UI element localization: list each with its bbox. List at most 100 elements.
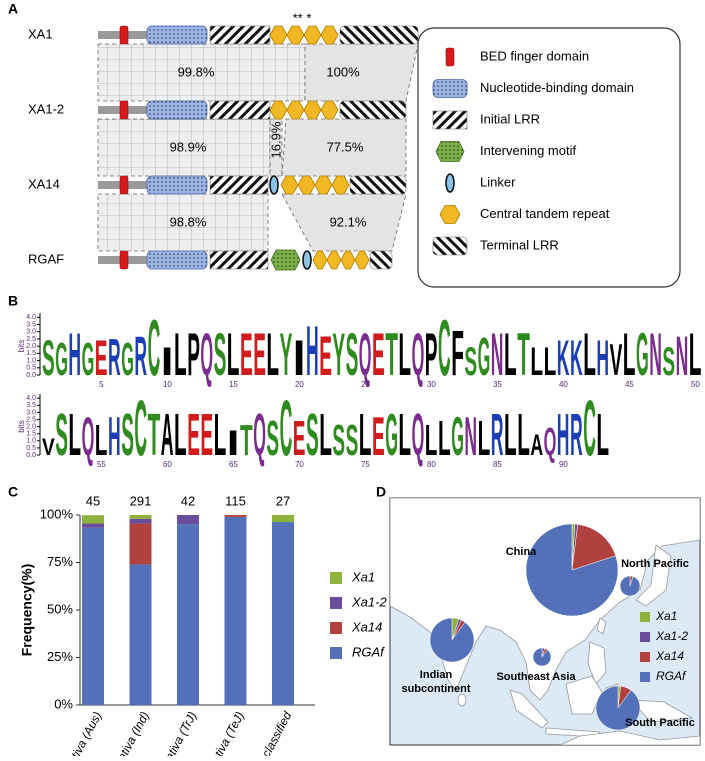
logo-letter: H	[306, 311, 319, 390]
linker	[445, 173, 455, 193]
logo-letter: L	[319, 403, 332, 469]
central-tandem-repeat	[354, 250, 370, 270]
x-tick-label: 10	[163, 380, 172, 389]
y-tick-label: 75%	[47, 554, 73, 569]
central-tandem-repeat	[340, 250, 356, 270]
region-label: South Pacific	[625, 717, 695, 729]
y-tick-label: 1.5	[26, 350, 36, 357]
y-tick-label: 0.5	[26, 365, 36, 372]
logo-letter: E	[187, 403, 200, 469]
y-tick-label: 2.0	[26, 423, 36, 430]
intervening-motif	[270, 249, 301, 271]
legend-swatch	[640, 672, 650, 682]
logo-letter: L	[530, 338, 543, 384]
central-tandem-repeat	[303, 25, 322, 45]
central-tandem-repeat	[331, 175, 350, 195]
logo-letter: L	[623, 321, 636, 388]
legend-swatch	[640, 632, 650, 642]
pie-wedge	[595, 685, 641, 731]
x-tick-label: 45	[625, 380, 634, 389]
central-tandem-repeat	[326, 250, 342, 270]
axis-title: bits	[17, 340, 26, 352]
region-label: North Pacific	[621, 558, 689, 570]
logo-letter: Y	[332, 321, 345, 388]
central-tandem-repeat	[280, 175, 299, 195]
legend-label: Xa1	[351, 569, 375, 584]
logo-letter: Q	[412, 403, 425, 469]
logo-letter: N	[491, 321, 504, 388]
logo-letter: L	[425, 416, 438, 465]
y-tick-label: 2.5	[26, 336, 36, 343]
x-tick-label: O. sativa (Ind)	[104, 709, 152, 756]
identity-region	[97, 43, 306, 102]
logo-letter: T	[385, 321, 398, 388]
nucleotide-binding-domain	[146, 100, 208, 120]
legend-label: RGAf	[352, 644, 385, 659]
logo-letter: L	[689, 321, 702, 388]
legend-swatch	[640, 652, 650, 662]
legend-label: Xa1	[655, 609, 677, 623]
bed-finger-domain	[445, 47, 455, 67]
count-label: 291	[130, 493, 152, 508]
land	[509, 689, 549, 729]
bed-finger-domain	[119, 250, 129, 270]
region-label-line: Indian	[420, 669, 453, 681]
logo-letter: Q	[253, 403, 266, 469]
logo-letter: H	[557, 403, 570, 469]
logo-letter: G	[385, 403, 398, 469]
central-tandem-repeat	[269, 100, 288, 120]
logo-letter: V	[610, 336, 623, 385]
x-tick-label: 50	[691, 380, 700, 389]
logo-letter: F	[451, 318, 464, 390]
logo-letter: T	[517, 321, 530, 388]
bed-finger-domain	[119, 100, 129, 120]
nucleotide-binding-domain	[146, 175, 208, 195]
nucleotide-binding-domain	[146, 25, 208, 45]
central-tandem-repeat	[286, 25, 305, 45]
logo-letter: L	[517, 403, 530, 469]
identity-label: 98.9%	[170, 139, 207, 154]
bed-finger-domain	[119, 175, 129, 195]
y-tick-label: 100%	[40, 506, 74, 521]
bar-segment	[82, 523, 104, 528]
protein-label: XA14	[28, 176, 60, 191]
y-tick-label: 3.5	[26, 321, 36, 328]
bar-segment	[177, 524, 199, 705]
terminal-lrr	[432, 236, 468, 256]
logo-letter: S	[266, 410, 279, 465]
x-tick-label: unclassified	[253, 709, 295, 756]
panel-label: C	[8, 484, 18, 500]
logo-letter: Q	[200, 321, 213, 388]
pie-wedge	[429, 617, 475, 663]
pie-wedge	[571, 524, 617, 571]
x-tick-label: 75	[361, 460, 370, 469]
logo-letter: G	[636, 321, 649, 388]
y-tick-label: 0.0	[26, 452, 36, 459]
identity-label: 16.9%	[268, 121, 283, 158]
logo-letter: R	[491, 403, 504, 469]
initial-lrr	[209, 250, 269, 270]
protein-label: RGAF	[28, 251, 64, 266]
bar-segment	[129, 564, 152, 705]
land	[596, 617, 607, 635]
identity-label: 99.8%	[178, 64, 215, 79]
logo-letter: G	[121, 333, 134, 385]
legend-label: Linker	[480, 174, 516, 189]
logo-letter: C	[583, 385, 596, 473]
bar-segment	[129, 518, 152, 524]
protein-label: XA1	[28, 26, 53, 41]
nucleotide-binding-domain	[432, 79, 468, 98]
logo-letter: Q	[359, 321, 372, 388]
logo-letter: L	[398, 403, 411, 469]
logo-letter: N	[464, 404, 477, 466]
logo-letter: E	[95, 330, 108, 386]
logo-letter: H	[108, 404, 121, 466]
logo-letter: C	[438, 304, 451, 393]
y-tick-label: 1.0	[26, 438, 36, 445]
x-tick-label: 65	[229, 460, 238, 469]
region-label: China	[506, 546, 537, 558]
x-tick-label: 5	[99, 380, 104, 389]
logo-letter: T	[240, 416, 253, 465]
x-tick-label: 80	[427, 460, 436, 469]
legend-label: RGAf	[656, 669, 687, 683]
